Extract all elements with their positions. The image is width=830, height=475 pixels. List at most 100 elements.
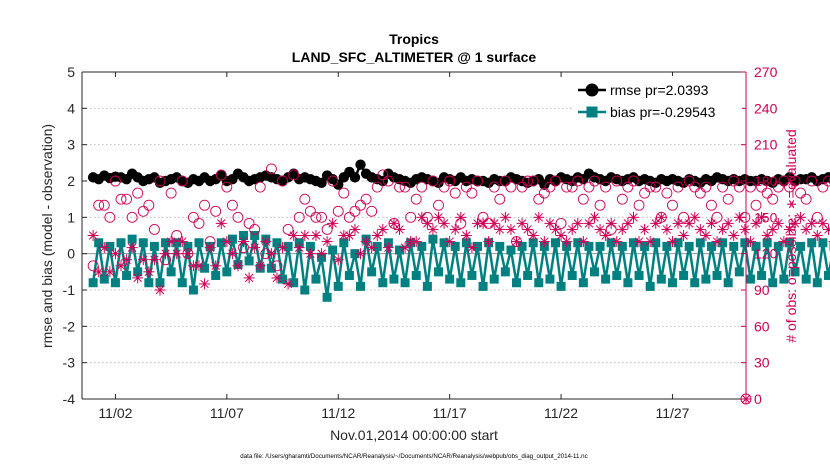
bias-point [94,238,103,247]
obs-evaluated-point [322,236,333,247]
bias-point [685,242,694,251]
obs-evaluated-point [689,212,700,223]
y-tick-label-right: 180 [754,173,778,189]
bias-point [189,286,198,295]
y-tick-label-right: 60 [754,318,770,334]
obs-evaluated-point [712,236,723,247]
bias-point [813,278,822,287]
obs-evaluated-point [299,230,310,241]
obs-evaluated-point [728,230,739,241]
y-tick-label: -4 [63,391,76,407]
obs-evaluated-point [277,242,288,253]
bias-point [451,242,460,251]
y-axis-label-right: # of obs: o=possible; ∗=evaluated [783,129,799,342]
bias-point [735,267,744,276]
y-tick-label-right: 90 [754,282,770,298]
obs-evaluated-point [227,248,238,259]
obs-evaluated-point [166,236,177,247]
bias-point [401,278,410,287]
obs-evaluated-point [377,224,388,235]
bias-point [568,271,577,280]
y-tick-label-right: 30 [754,355,770,371]
obs-evaluated-point [310,230,321,241]
obs-evaluated-point [561,236,572,247]
bias-point [657,275,666,284]
bias-point [111,278,120,287]
bias-point [534,278,543,287]
obs-evaluated-point [411,236,422,247]
legend-bias-marker [587,107,598,118]
obs-evaluated-point [366,242,377,253]
obs-evaluated-point [628,212,639,223]
y-tick-label-right: 0 [754,391,762,407]
obs-evaluated-point [288,230,299,241]
obs-evaluated-point [450,224,461,235]
legend: rmse pr=2.0393 bias pr=-0.29543 [574,76,742,122]
obs-evaluated-point [634,236,645,247]
obs-evaluated-point [271,272,282,283]
bias-point [345,271,354,280]
rmse-point [355,159,365,169]
bias-point [668,278,677,287]
chart-subtitle: LAND_SFC_ALTIMETER @ 1 surface [292,49,537,65]
obs-evaluated-point [578,236,589,247]
bias-point [367,267,376,276]
bias-point [807,238,816,247]
bias-point [490,275,499,284]
bias-point [194,238,203,247]
obs-evaluated-point [500,212,511,223]
rmse-point [350,172,360,182]
bias-point [328,246,337,255]
obs-evaluated-point [494,224,505,235]
bias-point [557,282,566,291]
obs-evaluated-point [143,266,154,277]
bias-point [389,275,398,284]
bias-point [178,278,187,287]
bias-point [635,271,644,280]
obs-evaluated-point [678,230,689,241]
obs-evaluated-point [154,285,165,296]
bias-point [139,238,148,247]
bias-point [267,264,276,273]
bias-point [501,267,510,276]
bias-point [167,267,176,276]
bias-point [679,271,688,280]
bias-point [523,271,532,280]
bias-point [245,256,254,265]
bias-point [612,271,621,280]
obs-evaluated-point [739,224,750,235]
obs-evaluated-point [283,278,294,289]
obs-evaluated-point [238,236,249,247]
obs-evaluated-point [149,254,160,265]
obs-evaluated-point [673,218,684,229]
bias-point [428,235,437,244]
bias-point [596,242,605,251]
obs-evaluated-point [349,224,360,235]
obs-evaluated-point [812,230,823,241]
bias-point [690,278,699,287]
obs-evaluated-point [606,218,617,229]
obs-evaluated-point [427,224,438,235]
y-tick-label: -2 [63,318,76,334]
x-axis-label: Nov.01,2014 00:00:00 start [330,427,498,443]
bias-point [150,242,159,251]
bias-point [640,242,649,251]
obs-evaluated-point [466,242,477,253]
y-tick-label: 1 [67,209,75,225]
bias-point [623,278,632,287]
obs-evaluated-point [221,236,232,247]
bias-point [584,242,593,251]
obs-evaluated-point [160,248,171,259]
bias-point [89,278,98,287]
bias-point [768,278,777,287]
bias-point [467,271,476,280]
legend-rmse-marker [586,84,599,97]
chart-title: Tropics [389,31,439,47]
bias-point [601,275,610,284]
bias-point [618,242,627,251]
bias-point [701,275,710,284]
bias-point [724,278,733,287]
bias-point [802,275,811,284]
obs-evaluated-point [316,248,327,259]
